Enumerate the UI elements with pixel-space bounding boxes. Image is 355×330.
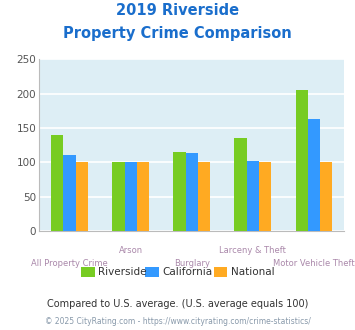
Bar <box>320 162 332 231</box>
Text: 2019 Riverside: 2019 Riverside <box>116 3 239 18</box>
Bar <box>295 90 308 231</box>
Text: Property Crime Comparison: Property Crime Comparison <box>63 26 292 41</box>
Bar <box>51 135 64 231</box>
Bar <box>186 153 198 231</box>
Text: Arson: Arson <box>119 246 143 255</box>
Text: All Property Crime: All Property Crime <box>31 259 108 268</box>
Bar <box>234 138 247 231</box>
Bar <box>137 162 149 231</box>
Text: National: National <box>231 267 274 277</box>
Bar <box>125 162 137 231</box>
Text: Larceny & Theft: Larceny & Theft <box>219 246 286 255</box>
Bar <box>259 162 271 231</box>
Bar <box>64 155 76 231</box>
Bar <box>247 161 259 231</box>
Bar <box>76 162 88 231</box>
Text: Compared to U.S. average. (U.S. average equals 100): Compared to U.S. average. (U.S. average … <box>47 299 308 309</box>
Text: California: California <box>163 267 213 277</box>
Text: Motor Vehicle Theft: Motor Vehicle Theft <box>273 259 355 268</box>
Bar <box>308 119 320 231</box>
Bar <box>173 152 186 231</box>
Text: Burglary: Burglary <box>174 259 210 268</box>
Bar <box>198 162 210 231</box>
Text: © 2025 CityRating.com - https://www.cityrating.com/crime-statistics/: © 2025 CityRating.com - https://www.city… <box>45 317 310 326</box>
Bar <box>112 162 125 231</box>
Text: Riverside: Riverside <box>98 267 147 277</box>
